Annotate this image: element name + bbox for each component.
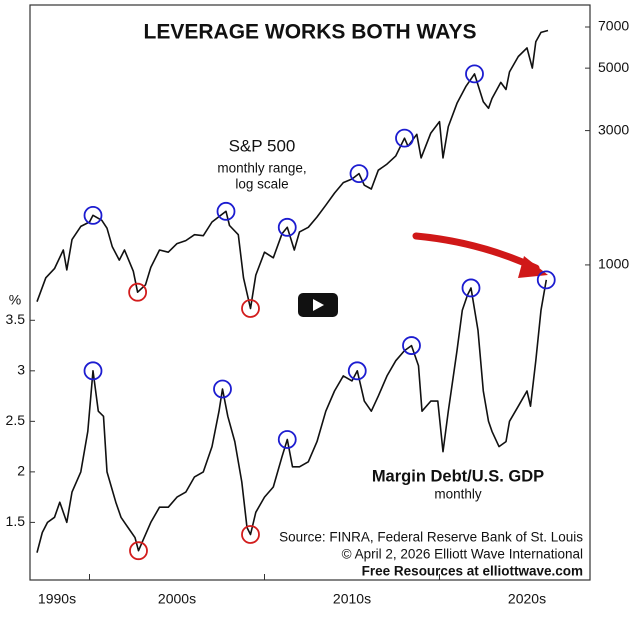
y2-tick-label: 1000 xyxy=(598,256,629,272)
plot-frame xyxy=(29,4,591,581)
y-tick-label: 3.5 xyxy=(6,311,26,327)
highlight-circle xyxy=(395,128,414,148)
highlight-circle xyxy=(465,64,484,84)
y-tick-label: 2.5 xyxy=(6,412,26,428)
source-text: Source: FINRA, Federal Reserve Bank of S… xyxy=(279,530,583,545)
highlight-circle xyxy=(128,282,148,302)
highlight-circle xyxy=(241,525,260,544)
highlight-circle xyxy=(83,361,103,381)
highlight-circle xyxy=(129,541,148,561)
highlight-circle xyxy=(536,270,556,290)
x-period-label: 2000s xyxy=(158,591,196,607)
series-label: S&P 500 xyxy=(229,136,296,155)
y-axis-unit: % xyxy=(9,292,21,308)
series-note: log scale xyxy=(235,177,288,192)
x-period-label: 1990s xyxy=(38,591,76,607)
highlight-circle xyxy=(213,379,232,399)
y-tick-label: 3 xyxy=(17,362,25,378)
series-label: Margin Debt/U.S. GDP xyxy=(372,467,544,485)
y-tick-label: 2 xyxy=(17,463,25,479)
x-period-label: 2010s xyxy=(333,591,371,607)
y2-tick-label: 7000 xyxy=(598,18,629,34)
highlight-circle xyxy=(277,217,297,237)
source-text: Free Resources at elliottwave.com xyxy=(362,564,583,579)
highlight-circle xyxy=(347,361,367,381)
series-note: monthly xyxy=(434,487,482,502)
highlight-circle xyxy=(349,164,369,184)
highlight-circle xyxy=(241,299,260,318)
play-icon xyxy=(313,299,324,311)
y2-tick-label: 3000 xyxy=(598,121,629,137)
highlight-circle xyxy=(83,205,103,225)
y-tick-label: 1.5 xyxy=(6,513,26,529)
highlight-circle xyxy=(277,430,297,449)
y2-tick-label: 5000 xyxy=(598,59,629,75)
series-note: monthly range, xyxy=(217,161,306,176)
series-line xyxy=(36,279,548,553)
series-line xyxy=(36,29,549,310)
highlight-circle xyxy=(216,201,236,221)
chart-title: LEVERAGE WORKS BOTH WAYS xyxy=(144,21,477,44)
x-period-label: 2020s xyxy=(508,591,546,607)
highlight-circle xyxy=(461,278,481,298)
source-text: © April 2, 2026 Elliott Wave Internation… xyxy=(342,547,583,562)
highlight-circle xyxy=(402,336,421,355)
